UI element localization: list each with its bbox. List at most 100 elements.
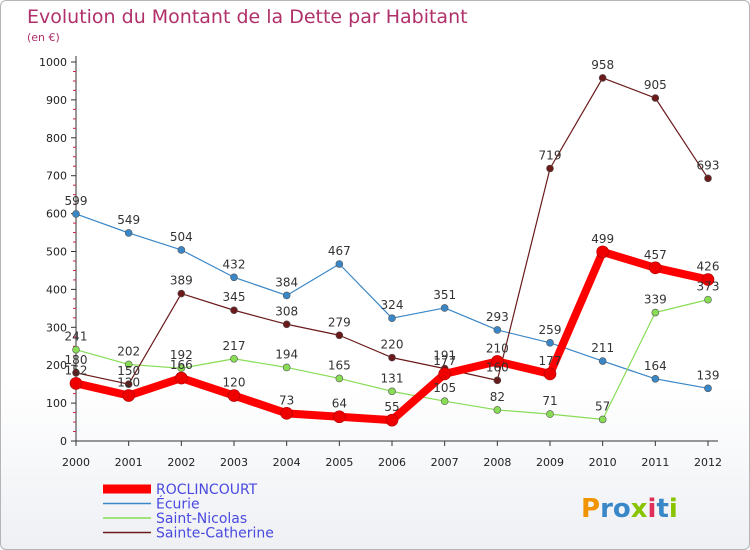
data-point	[493, 376, 502, 385]
legend-label: Saint-Nicolas	[156, 511, 247, 527]
data-point	[546, 339, 554, 347]
data-point	[124, 229, 133, 237]
data-label: 55	[384, 400, 399, 414]
data-point	[493, 326, 502, 334]
data-point	[282, 291, 291, 300]
data-labels: 599 549 504 432 384 467 324 351 293 259 211 164 139 2…	[65, 58, 720, 414]
data-label: 958	[591, 58, 614, 72]
data-label: 150	[117, 364, 140, 378]
data-label: 180	[65, 353, 88, 367]
data-label: 164	[644, 359, 667, 373]
data-label: 194	[275, 347, 298, 361]
chart-title: Evolution du Montant de la Dette par Hab…	[27, 6, 468, 28]
data-label: 105	[433, 381, 456, 395]
data-label: 166	[170, 358, 193, 372]
data-point	[598, 415, 607, 424]
data-point	[72, 368, 80, 377]
y-tick-label: 200	[46, 359, 67, 372]
data-label: 384	[275, 275, 298, 289]
y-tick-label: 900	[46, 94, 67, 107]
data-label: 549	[117, 213, 140, 227]
data-point	[177, 289, 186, 298]
data-label: 82	[490, 390, 505, 404]
data-label: 71	[542, 394, 557, 408]
y-tick-label: 1000	[39, 56, 67, 69]
data-point	[651, 308, 660, 317]
y-tick-label: 300	[46, 321, 67, 334]
data-point	[651, 375, 660, 383]
y-tick-label: 700	[46, 170, 67, 183]
data-point	[385, 413, 399, 427]
data-point	[438, 367, 451, 381]
data-label: 259	[539, 323, 562, 337]
svg-text:Proxiti: Proxiti	[581, 494, 678, 524]
data-label: 339	[644, 293, 667, 307]
data-label: 426	[697, 260, 720, 274]
chart-unit: (en €)	[27, 31, 60, 44]
x-tick-label: 2011	[641, 456, 669, 469]
data-label: 177	[433, 354, 456, 368]
data-point	[649, 261, 662, 275]
data-label: 202	[117, 344, 140, 358]
data-point	[651, 94, 660, 102]
data-label: 504	[170, 230, 193, 244]
x-tick-label: 2012	[694, 456, 722, 469]
data-label: 177	[539, 354, 562, 368]
data-label: 351	[433, 288, 456, 302]
data-label: 599	[65, 194, 88, 208]
data-point	[230, 306, 238, 315]
data-point	[701, 273, 715, 286]
data-point	[227, 389, 241, 402]
data-label: 389	[170, 274, 193, 288]
data-point	[335, 374, 344, 383]
data-label: 64	[332, 397, 347, 411]
axes: 0 100 200 300 400 500 600 700 800 900 1000 2000 2001…	[39, 56, 722, 469]
x-tick-label: 2006	[378, 456, 406, 469]
data-label: 905	[644, 78, 667, 92]
data-point	[388, 387, 396, 396]
x-tick-label: 2001	[115, 456, 143, 469]
x-tick-label: 2007	[431, 456, 459, 469]
data-label: 279	[328, 315, 351, 329]
data-point	[704, 295, 712, 304]
x-tick-label: 2005	[325, 456, 353, 469]
data-point	[335, 331, 344, 340]
data-point	[124, 360, 133, 369]
data-label: 139	[697, 368, 720, 382]
data-point	[175, 371, 188, 385]
data-label: 192	[170, 348, 193, 362]
data-point	[546, 410, 554, 418]
data-point	[72, 210, 80, 218]
x-tick-label: 2003	[220, 456, 248, 469]
legend-label: ROCLINCOURT	[156, 482, 258, 498]
data-label: 719	[539, 148, 562, 162]
data-point	[122, 389, 135, 402]
series-points	[69, 74, 715, 427]
y-tick-label: 0	[60, 435, 67, 448]
data-point	[596, 245, 609, 259]
data-point	[704, 174, 712, 183]
data-point	[491, 355, 504, 368]
data-point	[440, 397, 449, 406]
data-label: 693	[697, 158, 720, 172]
data-label: 152	[65, 363, 88, 377]
x-tick-label: 2002	[167, 456, 195, 469]
legend-label: Écurie	[156, 496, 200, 513]
data-label: 457	[644, 248, 667, 262]
data-label: 217	[223, 339, 246, 353]
data-label: 211	[591, 341, 614, 355]
data-point	[704, 384, 712, 393]
data-point	[493, 406, 502, 414]
data-label: 165	[328, 358, 351, 372]
data-label: 499	[591, 232, 614, 246]
data-point	[440, 304, 449, 312]
data-point	[546, 164, 554, 173]
data-point	[69, 377, 83, 390]
y-tick-label: 800	[46, 132, 67, 145]
data-point	[177, 364, 186, 373]
data-label: 191	[433, 349, 456, 363]
data-label: 324	[381, 298, 404, 312]
data-point	[598, 74, 607, 82]
